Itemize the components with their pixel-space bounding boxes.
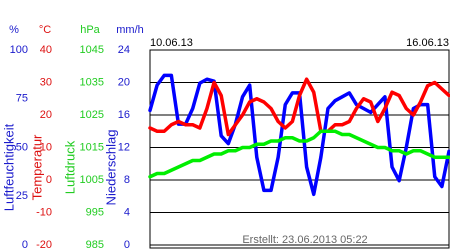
plot-area xyxy=(149,49,450,249)
y-tick-label: 20 xyxy=(40,109,52,121)
y-tick-label: 75 xyxy=(16,93,28,105)
y-tick-label: 0 xyxy=(124,239,130,250)
axis-unit: hPa xyxy=(80,24,100,36)
axis-title: Luftdruck xyxy=(62,140,77,194)
y-tick-label: 40 xyxy=(40,44,52,56)
x-tick-label: 10.06.13 xyxy=(150,37,193,49)
y-tick-label: 25 xyxy=(16,190,28,202)
y-tick-label: 8 xyxy=(124,174,130,186)
y-tick-label: 10 xyxy=(40,141,52,153)
axis-unit: °C xyxy=(39,24,51,36)
axis-unit: % xyxy=(9,24,19,36)
y-tick-label: 4 xyxy=(124,206,130,218)
y-tick-label: 100 xyxy=(10,44,28,56)
y-tick-label: 1045 xyxy=(80,44,104,56)
y-tick-label: 1035 xyxy=(80,76,104,88)
y-tick-label: 50 xyxy=(16,141,28,153)
y-tick-label: 20 xyxy=(118,76,130,88)
y-tick-label: 12 xyxy=(118,141,130,153)
series-line xyxy=(148,129,450,179)
y-tick-label: 0 xyxy=(22,239,28,250)
axis-title: Luftfeuchtigkeit xyxy=(1,123,16,211)
y-tick-label: 16 xyxy=(118,109,130,121)
annotation: Erstellt: 23.06.2013 05:22 xyxy=(242,234,367,246)
y-tick-label: 30 xyxy=(40,76,52,88)
y-tick-label: -10 xyxy=(36,206,52,218)
axis-title: Temperatur xyxy=(29,134,44,200)
y-tick-label: 1025 xyxy=(80,109,104,121)
axis-title: Niederschlag xyxy=(103,130,118,206)
y-tick-label: 24 xyxy=(118,44,130,56)
y-tick-label: 0 xyxy=(46,174,52,186)
y-tick-label: 1005 xyxy=(80,174,104,186)
y-tick-label: 995 xyxy=(86,206,104,218)
axis-unit: mm/h xyxy=(116,24,144,36)
x-tick-label: 16.06.13 xyxy=(406,37,449,49)
y-tick-label: 1015 xyxy=(80,141,104,153)
series-line xyxy=(148,77,450,137)
y-tick-label: 985 xyxy=(86,239,104,250)
y-tick-label: -20 xyxy=(36,239,52,250)
